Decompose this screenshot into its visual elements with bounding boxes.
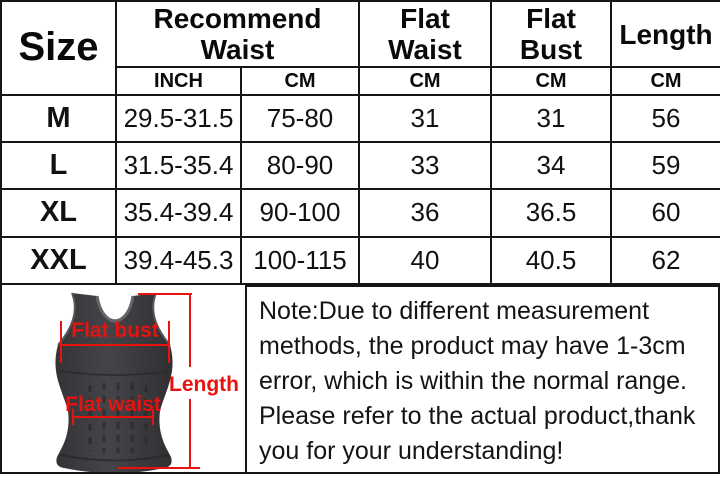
cell-l-cm: 80-90 — [240, 140, 360, 191]
size-label-l: L — [0, 140, 117, 191]
size-chart-table: Size Recommend Waist Flat Waist Flat Bus… — [0, 0, 720, 286]
cell-xl-length: 60 — [610, 188, 720, 238]
note-line-5: you for your understanding! — [259, 437, 564, 465]
cell-m-length: 56 — [610, 93, 720, 143]
cell-l-inch: 31.5-35.4 — [115, 140, 242, 191]
note-line-3: error, which is within the normal range. — [259, 367, 687, 395]
table-row: M 29.5-31.5 75-80 31 31 56 — [0, 93, 720, 143]
size-label-xl: XL — [0, 188, 117, 238]
cell-m-flat-bust: 31 — [490, 93, 612, 143]
header-length: Length — [610, 0, 720, 69]
cell-xl-inch: 35.4-39.4 — [115, 188, 242, 238]
cell-l-flat-waist: 33 — [358, 140, 492, 191]
cell-xxl-flat-bust: 40.5 — [490, 235, 612, 286]
cell-m-inch: 29.5-31.5 — [115, 93, 242, 143]
flat-waist-label: Flat waist — [65, 393, 161, 416]
note-line-1: Note:Due to different measurement — [259, 297, 650, 325]
header-recommend-waist-label: Recommend Waist — [153, 2, 322, 66]
cell-xxl-flat-waist: 40 — [358, 235, 492, 286]
vest-hem-seam — [59, 454, 170, 462]
subheader-cm-waist: CM — [240, 66, 360, 96]
header-flat-waist: Flat Waist — [358, 0, 492, 69]
vest-armhole-trim-right — [152, 292, 171, 346]
vest-silhouette — [55, 293, 173, 472]
bottom-section: Flat bust Flat waist Length Note:Due to … — [0, 285, 720, 481]
vest-neck-trim — [95, 295, 135, 323]
cell-xxl-cm: 100-115 — [240, 235, 360, 286]
note-line-4: Please refer to the actual product,thank — [259, 402, 696, 430]
subheader-cm-flat-waist: CM — [358, 66, 492, 96]
size-label-m: M — [0, 93, 117, 143]
subheader-cm-length: CM — [610, 66, 720, 96]
cell-m-flat-waist: 31 — [358, 93, 492, 143]
vest-measurement-diagram: Flat bust Flat waist Length — [0, 285, 245, 474]
cell-xxl-inch: 39.4-45.3 — [115, 235, 242, 286]
vest-graphic: Flat bust Flat waist Length — [55, 292, 239, 472]
cell-l-flat-bust: 34 — [490, 140, 612, 191]
subheader-cm-flat-bust: CM — [490, 66, 612, 96]
header-flat-bust: Flat Bust — [490, 0, 612, 69]
flat-bust-label: Flat bust — [71, 319, 159, 342]
cell-l-length: 59 — [610, 140, 720, 191]
subheader-inch: INCH — [115, 66, 242, 96]
header-recommend-waist: Recommend Waist — [115, 0, 360, 69]
cell-xxl-length: 62 — [610, 235, 720, 286]
cell-xl-flat-waist: 36 — [358, 188, 492, 238]
cell-xl-cm: 90-100 — [240, 188, 360, 238]
cell-xl-flat-bust: 36.5 — [490, 188, 612, 238]
note-line-2: methods, the product may have 1-3cm — [259, 332, 686, 360]
vest-chest-seam — [59, 370, 169, 376]
table-row: L 31.5-35.4 80-90 33 34 59 — [0, 140, 720, 191]
measurement-note: Note:Due to different measurement method… — [245, 285, 720, 474]
size-label-xxl: XXL — [0, 235, 117, 286]
measurement-annotations — [60, 293, 200, 469]
header-size: Size — [0, 0, 117, 96]
table-row: XXL 39.4-45.3 100-115 40 40.5 62 — [0, 235, 720, 286]
cell-m-cm: 75-80 — [240, 93, 360, 143]
table-row: XL 35.4-39.4 90-100 36 36.5 60 — [0, 188, 720, 238]
length-label: Length — [169, 373, 239, 396]
